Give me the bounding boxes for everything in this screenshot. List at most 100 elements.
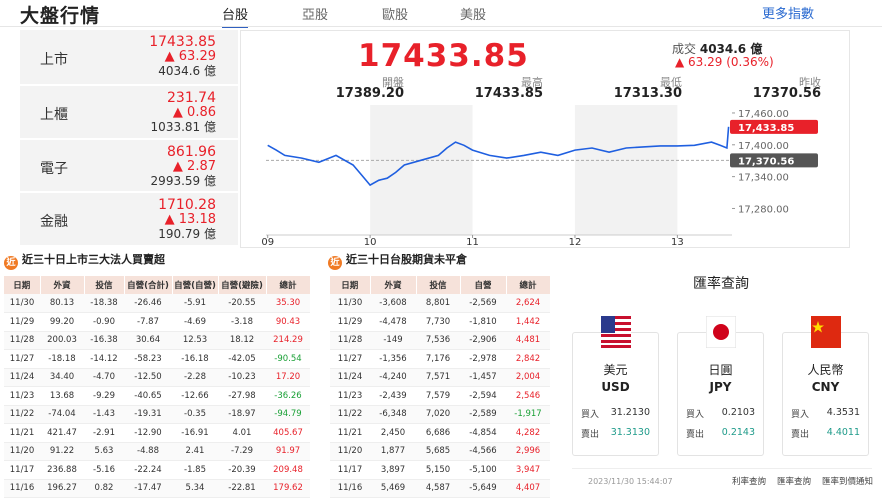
column-header: 總計 — [266, 276, 311, 294]
column-header: 自營 — [460, 276, 507, 294]
table-cell: 3,897 — [370, 460, 416, 480]
table-cell: -16.18 — [172, 349, 218, 369]
table-row: 11/22 -74.04 -1.43 -19.31 -0.35 -18.97 -94.79 — [4, 405, 310, 424]
quote-price: 17433.85 — [358, 38, 529, 74]
table-cell: -22.81 — [218, 479, 266, 498]
table-cell: 7,536 — [416, 331, 460, 350]
table-cell: -17.47 — [124, 479, 172, 498]
fx-link[interactable]: 匯率到價通知 — [822, 477, 874, 487]
table-cell: 11/24 — [330, 368, 370, 387]
table-cell: -16.91 — [172, 423, 218, 443]
y-tick-label: 17,280.00 — [738, 204, 789, 215]
table-cell: -0.35 — [172, 405, 218, 424]
table-row: 11/29 -4,478 7,730 -1,810 1,442 — [330, 312, 550, 332]
table-cell: 11/23 — [330, 386, 370, 406]
column-header: 自營(合計) — [124, 276, 173, 294]
tab[interactable]: 台股 — [222, 4, 249, 28]
column-header: 自營(自營) — [172, 276, 219, 294]
flag-cn — [811, 316, 841, 348]
table-cell: -16.38 — [84, 331, 124, 350]
flag-us — [601, 316, 631, 348]
column-header: 自營(避險) — [218, 276, 267, 294]
table-row: 11/23 13.68 -9.29 -40.65 -12.66 -27.98 -36.26 — [4, 386, 310, 406]
table-cell: 11/22 — [330, 405, 370, 424]
table-cell: 4,587 — [416, 479, 460, 498]
table-cell: 7,020 — [416, 405, 460, 424]
table-cell: 7,571 — [416, 368, 460, 387]
table-row: 11/30 80.13 -18.38 -26.46 -5.91 -20.55 35.30 — [4, 294, 310, 313]
header-row: 日期 外資 投信 自營(合計) 自營(自營) 自營(避險) 總計 — [4, 276, 311, 294]
index-change: ▲ 2.87 — [172, 159, 216, 174]
tab[interactable]: 歐股 — [382, 8, 409, 23]
table-cell: -1,356 — [370, 349, 416, 369]
table-cell: -3,608 — [370, 294, 416, 313]
table-row: 11/24 -4,240 7,571 -1,457 2,004 — [330, 368, 550, 387]
table-cell: 200.03 — [40, 331, 84, 350]
table-cell: -20.39 — [218, 460, 266, 480]
volume-value: 4034.6 億 — [699, 42, 763, 56]
table-cell: 11/20 — [4, 442, 40, 461]
table-cell: -2,589 — [460, 405, 506, 424]
table-cell: -9.29 — [84, 386, 124, 406]
table-row: 11/30 -3,608 8,801 -2,569 2,624 — [330, 294, 550, 313]
table-cell: 4.01 — [218, 423, 266, 443]
table-cell: 7,176 — [416, 349, 460, 369]
tab[interactable]: 亞股 — [302, 8, 329, 23]
table-cell: -18.18 — [40, 349, 84, 369]
table-cell: 405.67 — [266, 423, 310, 443]
column-header: 外資 — [40, 276, 85, 294]
table-cell: -40.65 — [124, 386, 172, 406]
table-row: 11/21 2,450 6,686 -4,854 4,282 — [330, 423, 550, 443]
buy-label: 買入 — [791, 410, 810, 420]
price-line — [267, 126, 730, 187]
index-name: 上櫃 — [40, 107, 68, 123]
table-cell: 80.13 — [40, 294, 84, 313]
index-price: 231.74 — [167, 90, 216, 106]
divider — [572, 468, 872, 469]
table-cell: 3,947 — [506, 460, 550, 480]
fx-link[interactable]: 利率查詢 — [732, 477, 767, 487]
icon: 近 — [4, 256, 18, 270]
table-cell: -2.28 — [172, 368, 218, 387]
table-cell: -5.91 — [172, 294, 218, 313]
volume-label: 成交 — [672, 42, 697, 56]
volume: 成交 4034.6 億 — [672, 40, 762, 57]
table-cell: -12.50 — [124, 368, 172, 387]
table-cell: -3.18 — [218, 312, 266, 332]
index-volume: 2993.59 億 — [150, 174, 216, 188]
more-link[interactable]: 更多指數 — [762, 7, 815, 22]
table-cell: -2,594 — [460, 386, 506, 406]
table-cell: -1.85 — [172, 460, 218, 480]
fx-card: 日圓 JPY 買入 0.2103 賣出 0.2143 — [677, 332, 764, 456]
table-cell: -2,569 — [460, 294, 506, 313]
table-cell: -7.87 — [124, 312, 172, 332]
table-cell: 91.97 — [266, 442, 310, 461]
table-cell: -5.16 — [84, 460, 124, 480]
stat-value: 17433.85 — [474, 86, 543, 101]
y-tick-label: 17,460.00 — [738, 109, 789, 120]
buy-label: 買入 — [686, 410, 705, 420]
table-cell: -12.90 — [124, 423, 172, 443]
stat-value: 17389.20 — [335, 86, 404, 101]
intraday-chart: 09 10 11 12 13 17,460.00 17,400.00 17,340.00 17,… — [261, 105, 818, 248]
table-cell: 12.53 — [172, 331, 218, 350]
column-header: 日期 — [330, 276, 371, 294]
sell-rate: 31.3130 — [610, 427, 650, 438]
tab[interactable]: 美股 — [460, 8, 487, 23]
table-cell: 2,450 — [370, 423, 416, 443]
fx-link[interactable]: 匯率查詢 — [777, 477, 812, 487]
index-row: 電子 861.96 ▲ 2.87 2993.59 億 — [20, 140, 238, 193]
table-row: 11/27 -1,356 7,176 -2,978 2,842 — [330, 349, 550, 369]
table-cell: 17.20 — [266, 368, 310, 387]
currency-code: JPY — [709, 380, 732, 394]
table-cell: 196.27 — [40, 479, 84, 498]
table-cell: -12.66 — [172, 386, 218, 406]
table-cell: -2.91 — [84, 423, 124, 443]
table-cell: 2,842 — [506, 349, 550, 369]
table-cell: -7.29 — [218, 442, 266, 461]
table-cell: 91.22 — [40, 442, 84, 461]
table-row: 11/21 421.47 -2.91 -12.90 -16.91 4.01 405.67 — [4, 423, 310, 443]
table-cell: -1,457 — [460, 368, 506, 387]
table-cell: -10.23 — [218, 368, 266, 387]
